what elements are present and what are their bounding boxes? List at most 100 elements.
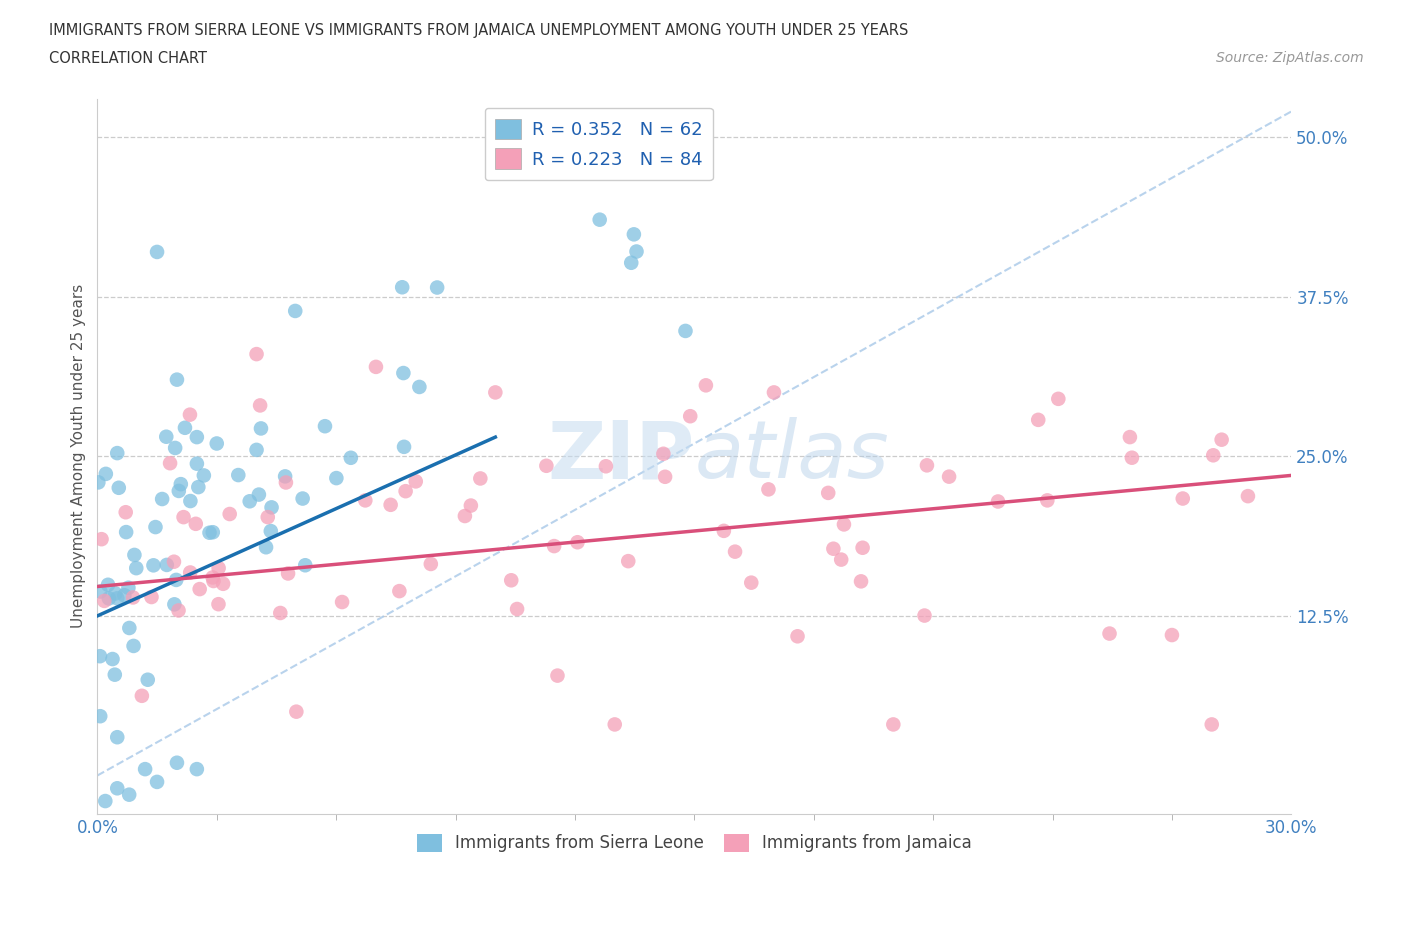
Point <box>173 510 195 525</box>
Point <box>1026 412 1049 427</box>
Point <box>188 581 211 596</box>
Point <box>245 347 267 362</box>
Point <box>391 280 413 295</box>
Point <box>849 574 872 589</box>
Text: CORRELATION CHART: CORRELATION CHART <box>49 51 207 66</box>
Point <box>852 540 875 555</box>
Point <box>675 324 697 339</box>
Point <box>1036 493 1059 508</box>
Point <box>832 517 855 532</box>
Point <box>1202 448 1225 463</box>
Point <box>546 668 568 683</box>
Point <box>536 458 558 473</box>
Point <box>105 445 128 460</box>
Point <box>201 525 224 539</box>
Point <box>392 365 415 380</box>
Point <box>695 378 717 392</box>
Point <box>1161 628 1184 643</box>
Point <box>159 456 181 471</box>
Point <box>226 468 249 483</box>
Point <box>786 629 808 644</box>
Point <box>914 608 936 623</box>
Point <box>938 470 960 485</box>
Point <box>118 620 141 635</box>
Point <box>1098 626 1121 641</box>
Point <box>198 525 221 540</box>
Point <box>145 520 167 535</box>
Point <box>1211 432 1233 447</box>
Point <box>254 539 277 554</box>
Point <box>274 475 297 490</box>
Point <box>107 481 129 496</box>
Point <box>163 554 186 569</box>
Point <box>105 781 128 796</box>
Point <box>1047 392 1070 406</box>
Point <box>186 430 208 445</box>
Point <box>167 603 190 618</box>
Point <box>186 457 208 472</box>
Point <box>260 524 283 538</box>
Point <box>118 787 141 802</box>
Point <box>1201 717 1223 732</box>
Point <box>247 487 270 502</box>
Point <box>1171 491 1194 506</box>
Point <box>325 471 347 485</box>
Text: atlas: atlas <box>695 418 889 496</box>
Point <box>186 762 208 777</box>
Point <box>155 430 177 445</box>
Point <box>620 256 643 271</box>
Point <box>1119 430 1142 445</box>
Point <box>201 570 224 585</box>
Point <box>134 762 156 777</box>
Point <box>589 212 612 227</box>
Point <box>131 688 153 703</box>
Point <box>724 544 747 559</box>
Point <box>90 532 112 547</box>
Point <box>245 443 267 458</box>
Point <box>484 385 506 400</box>
Point <box>163 597 186 612</box>
Y-axis label: Unemployment Among Youth under 25 years: Unemployment Among Youth under 25 years <box>72 285 86 629</box>
Point <box>679 409 702 424</box>
Point <box>256 510 278 525</box>
Point <box>284 303 307 318</box>
Point <box>987 494 1010 509</box>
Point <box>89 584 111 599</box>
Point <box>380 498 402 512</box>
Point <box>104 667 127 682</box>
Point <box>470 471 492 485</box>
Point <box>314 418 336 433</box>
Point <box>713 524 735 538</box>
Point <box>115 525 138 539</box>
Point <box>205 436 228 451</box>
Point <box>758 482 780 497</box>
Point <box>617 553 640 568</box>
Point <box>603 717 626 732</box>
Point <box>89 649 111 664</box>
Point <box>150 492 173 507</box>
Point <box>260 500 283 515</box>
Point <box>174 420 197 435</box>
Point <box>167 484 190 498</box>
Point <box>124 548 146 563</box>
Point <box>202 574 225 589</box>
Point <box>101 652 124 667</box>
Point <box>277 566 299 581</box>
Point <box>626 244 648 259</box>
Point <box>915 458 938 472</box>
Point <box>104 586 127 601</box>
Point <box>179 494 201 509</box>
Point <box>285 704 308 719</box>
Point <box>114 505 136 520</box>
Point <box>187 480 209 495</box>
Point <box>269 605 291 620</box>
Point <box>112 588 135 603</box>
Point <box>165 573 187 588</box>
Point <box>166 755 188 770</box>
Text: Source: ZipAtlas.com: Source: ZipAtlas.com <box>1216 51 1364 65</box>
Point <box>454 509 477 524</box>
Point <box>823 541 845 556</box>
Point <box>93 593 115 608</box>
Point <box>89 709 111 724</box>
Point <box>364 359 387 374</box>
